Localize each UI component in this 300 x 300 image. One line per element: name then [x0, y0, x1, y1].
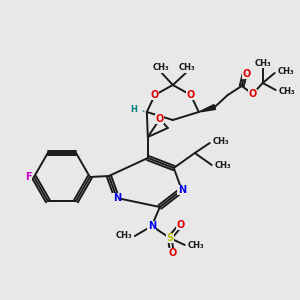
Text: O: O: [249, 89, 257, 99]
Text: CH₃: CH₃: [115, 232, 132, 241]
Text: CH₃: CH₃: [178, 64, 195, 73]
Text: O: O: [156, 114, 164, 124]
Text: CH₃: CH₃: [254, 58, 271, 68]
Text: S: S: [166, 233, 173, 243]
Text: O: O: [169, 248, 177, 258]
Text: CH₃: CH₃: [188, 242, 204, 250]
Text: CH₃: CH₃: [279, 86, 295, 95]
Text: N: N: [113, 193, 121, 203]
Text: H: H: [130, 106, 137, 115]
Text: CH₃: CH₃: [215, 161, 231, 170]
Text: F: F: [25, 172, 32, 182]
Text: CH₃: CH₃: [278, 68, 294, 76]
Text: N: N: [178, 185, 186, 195]
Text: CH₃: CH₃: [152, 64, 169, 73]
Polygon shape: [199, 105, 215, 112]
Text: N: N: [148, 221, 156, 231]
Text: O: O: [177, 220, 185, 230]
Text: O: O: [151, 90, 159, 100]
Text: CH₃: CH₃: [213, 137, 230, 146]
Text: O: O: [187, 90, 195, 100]
Text: O: O: [243, 69, 251, 79]
